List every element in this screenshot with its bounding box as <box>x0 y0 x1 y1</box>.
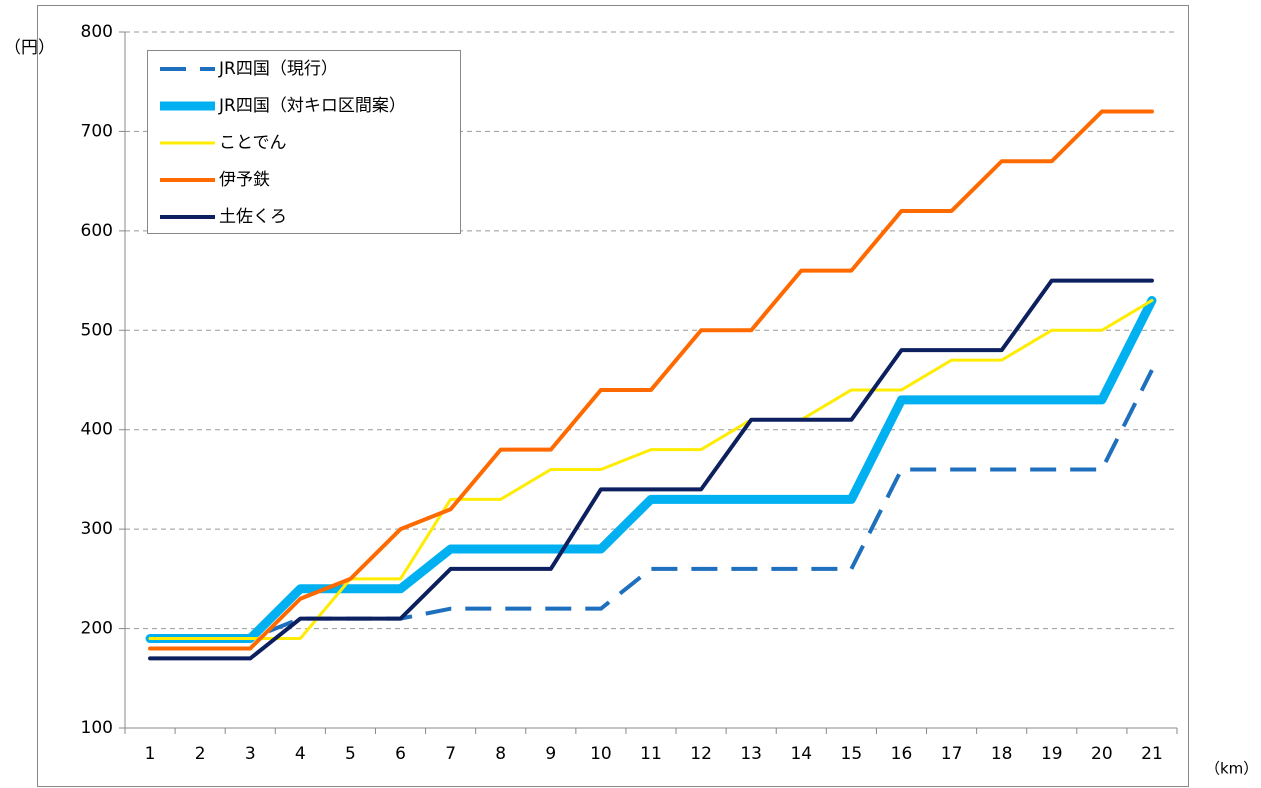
y-tick-label: 600 <box>81 221 113 241</box>
x-tick-label: 6 <box>395 744 406 764</box>
x-tick-label: 8 <box>495 744 506 764</box>
y-unit: （円） <box>4 38 55 58</box>
legend-label: JR四国（現行） <box>218 59 338 79</box>
y-tick-label: 200 <box>81 619 113 639</box>
x-tick-label: 7 <box>445 744 456 764</box>
y-tick-label: 500 <box>81 320 113 340</box>
legend-label: 伊予鉄 <box>219 170 270 190</box>
y-tick-label: 700 <box>81 121 113 141</box>
series-line <box>148 278 1154 661</box>
x-tick-label: 2 <box>195 744 206 764</box>
x-tick-label: 13 <box>740 744 762 764</box>
x-tick-label: 20 <box>1091 744 1113 764</box>
x-tick-label: 19 <box>1041 744 1063 764</box>
y-tick-label: 100 <box>81 718 113 738</box>
x-tick-label: 17 <box>941 744 963 764</box>
x-tick-label: 14 <box>790 744 812 764</box>
x-tick-label: 3 <box>245 744 256 764</box>
legend-label: JR四国（対キロ区間案） <box>218 96 406 116</box>
series-line <box>148 109 1154 651</box>
x-tick-label: 4 <box>295 744 306 764</box>
y-tick-label: 300 <box>81 519 113 539</box>
x-tick-label: 1 <box>145 744 156 764</box>
x-tick-label: 18 <box>991 744 1013 764</box>
x-unit: （km） <box>1205 760 1258 778</box>
x-tick-label: 9 <box>545 744 556 764</box>
x-tick-label: 15 <box>841 744 863 764</box>
x-tick-label: 10 <box>590 744 612 764</box>
x-tick-label: 16 <box>891 744 913 764</box>
series-line <box>145 295 1157 644</box>
legend-label: 土佐くろ <box>219 207 287 227</box>
x-tick-label: 12 <box>690 744 712 764</box>
x-tick-label: 11 <box>640 744 662 764</box>
y-tick-label: 400 <box>81 420 113 440</box>
x-tick-label: 21 <box>1141 744 1163 764</box>
y-tick-label: 800 <box>81 22 113 42</box>
x-tick-label: 5 <box>345 744 356 764</box>
legend-label: ことでん <box>219 133 287 153</box>
